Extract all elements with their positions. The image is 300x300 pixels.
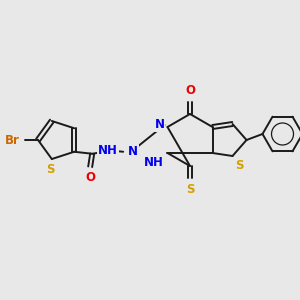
Text: S: S <box>186 183 194 196</box>
Text: O: O <box>185 84 195 97</box>
Text: N: N <box>128 145 138 158</box>
Text: NH: NH <box>98 144 118 157</box>
Text: S: S <box>236 159 244 172</box>
Text: O: O <box>85 171 95 184</box>
Text: Br: Br <box>5 134 20 146</box>
Text: S: S <box>46 163 55 176</box>
Text: N: N <box>154 118 164 131</box>
Text: NH: NH <box>144 156 164 169</box>
